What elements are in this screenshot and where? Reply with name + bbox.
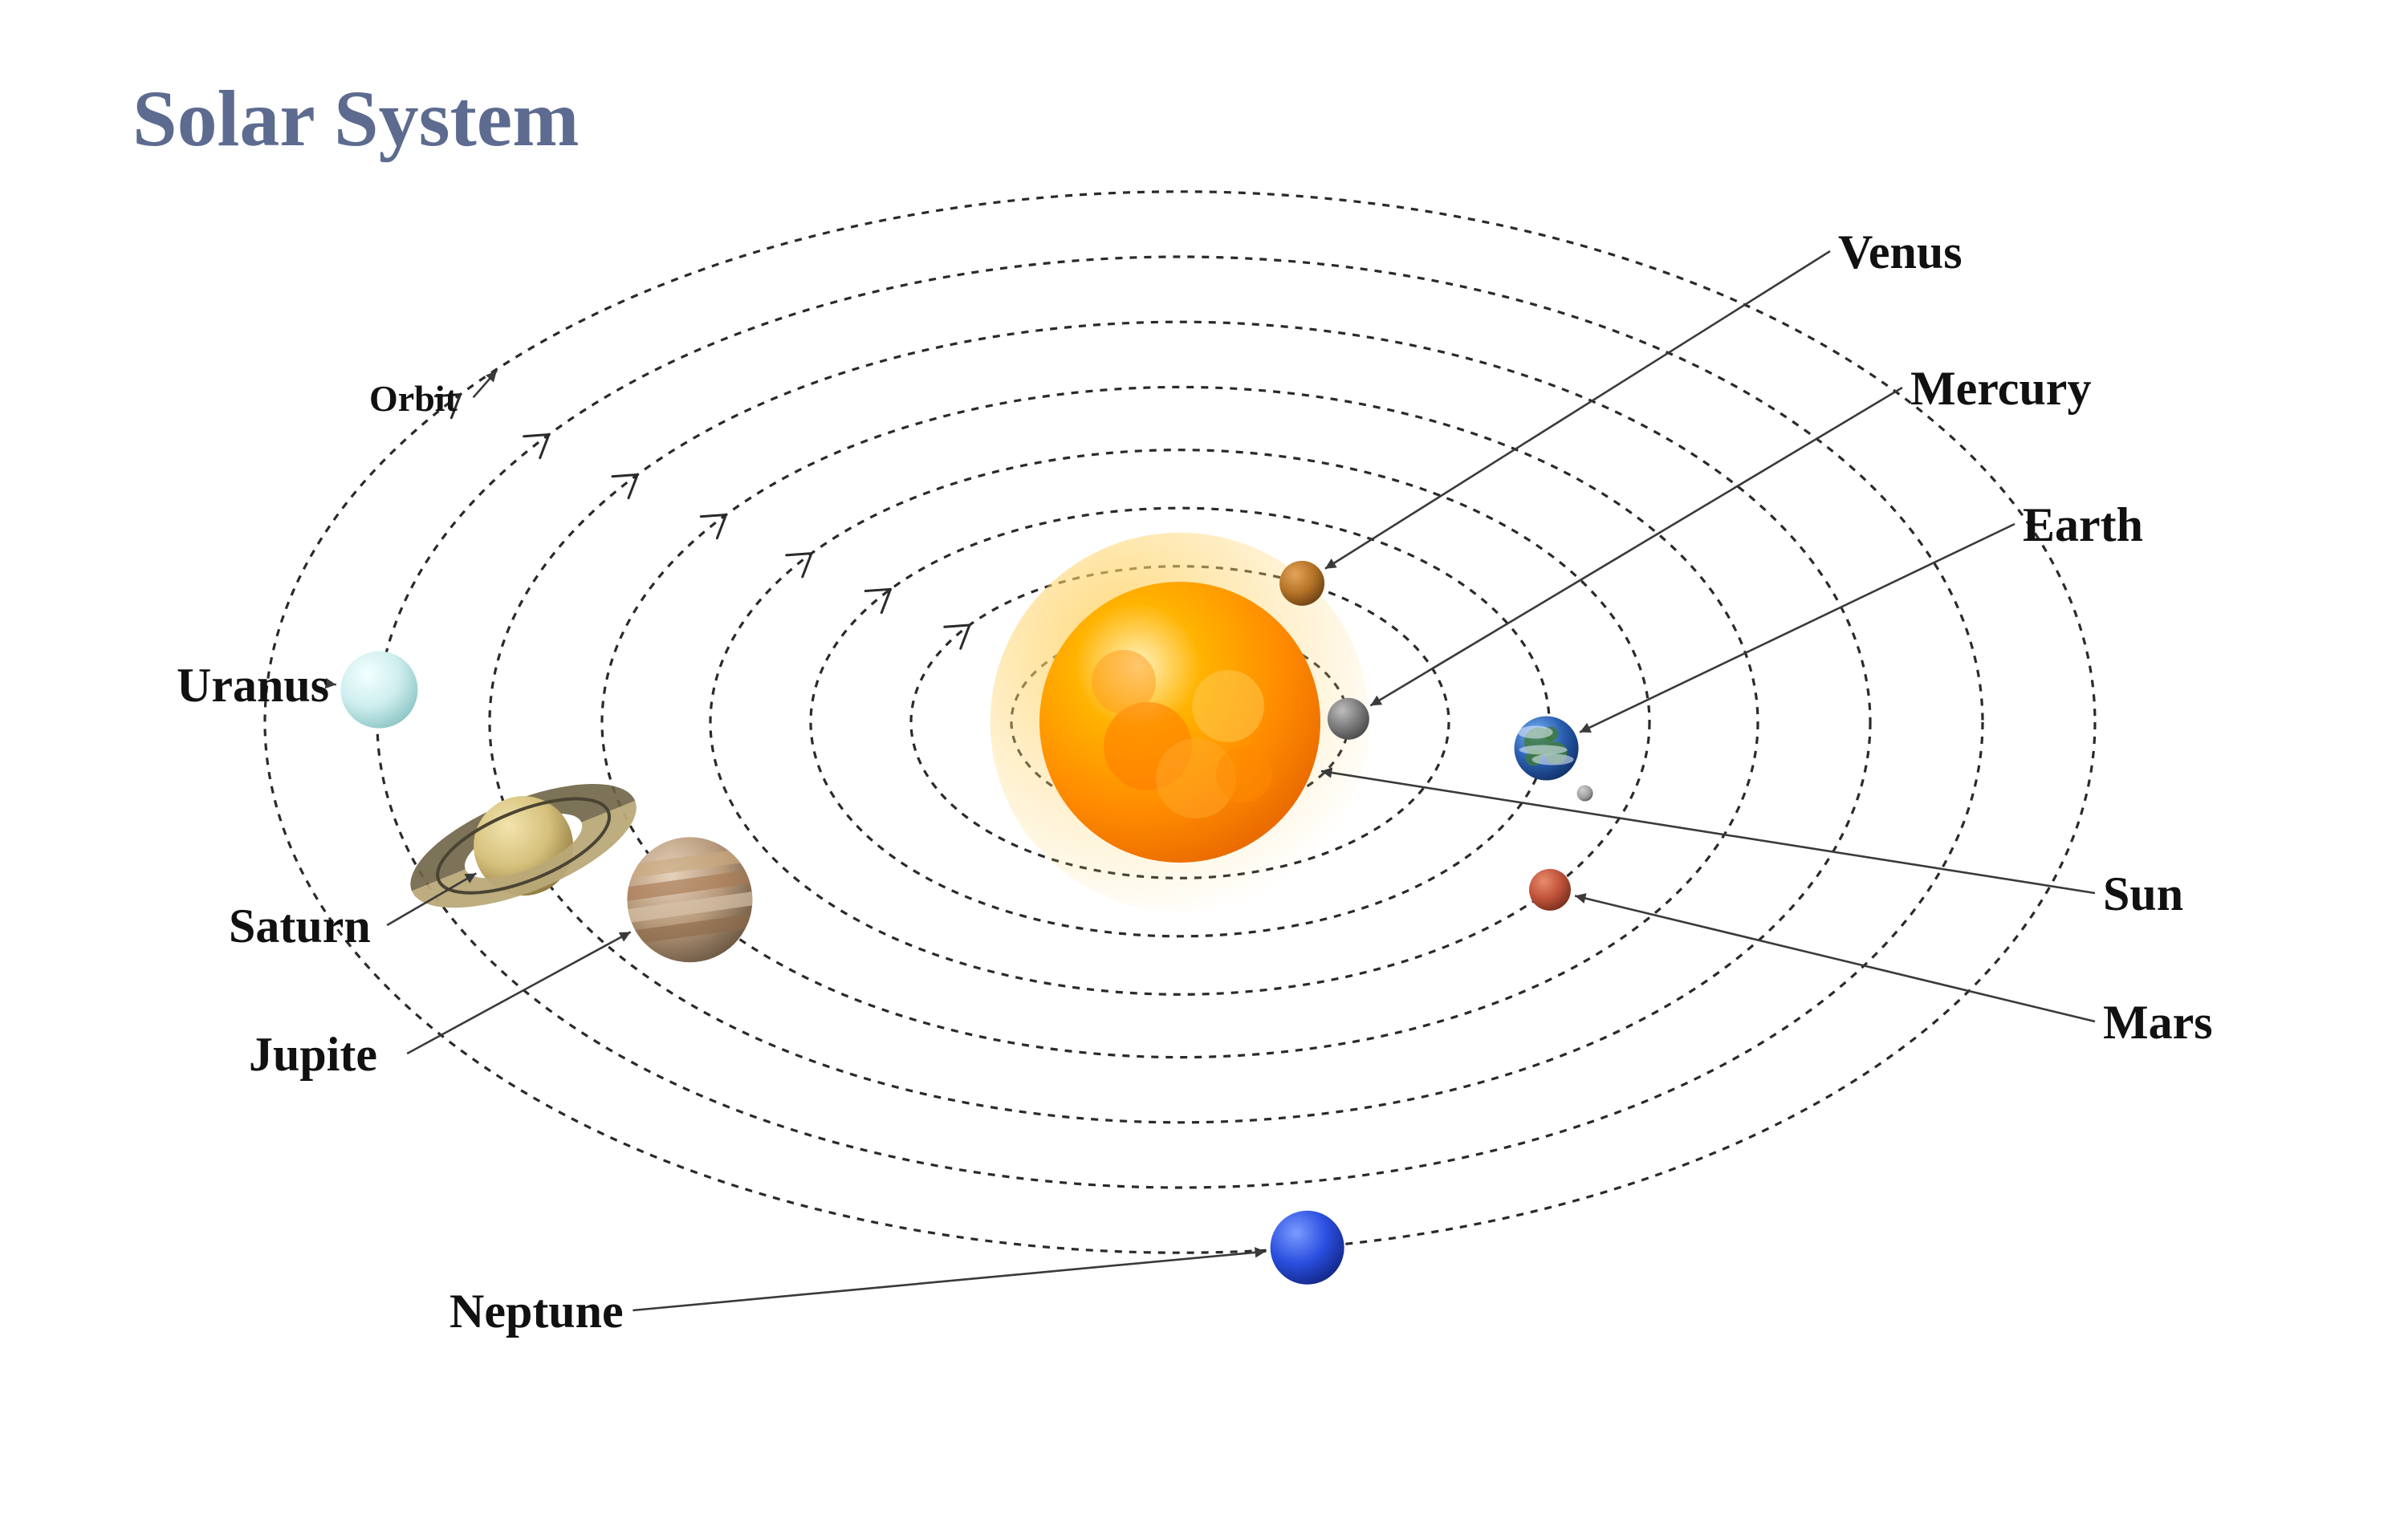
planets — [340, 561, 1592, 1285]
label-neptune: Neptune — [449, 1284, 624, 1339]
label-earth: Earth — [2023, 497, 2143, 553]
label-uranus: Uranus — [177, 658, 329, 713]
planet-mercury — [1328, 698, 1369, 740]
label-saturn: Saturn — [229, 899, 371, 954]
label-venus: Venus — [1838, 225, 1963, 280]
label-mars: Mars — [2103, 995, 2213, 1050]
leader-mars — [1575, 895, 2095, 1021]
label-sun: Sun — [2103, 867, 2183, 922]
planet-neptune — [1271, 1211, 1344, 1285]
diagram-svg — [0, 0, 2408, 1527]
planet-venus — [1279, 561, 1324, 606]
label-jupiter: Jupite — [249, 1027, 377, 1082]
planet-mars — [1529, 869, 1571, 911]
page-title: Solar System — [132, 72, 580, 164]
leader-sun — [1321, 771, 2095, 893]
leader-neptune — [633, 1252, 1265, 1310]
leader-venus — [1325, 251, 1830, 569]
label-orbit: Orbit — [369, 377, 458, 420]
leader-earth — [1580, 524, 2015, 733]
solar-system-diagram: Solar System Orbit Uranus Saturn Jupite Nept… — [0, 0, 2408, 1527]
label-mercury: Mercury — [1910, 361, 2091, 416]
leader-jupiter — [407, 932, 630, 1054]
leader-mercury — [1370, 388, 1902, 705]
planet-uranus — [340, 652, 417, 729]
leader-orbit — [474, 371, 497, 397]
planet-saturn — [395, 758, 653, 933]
